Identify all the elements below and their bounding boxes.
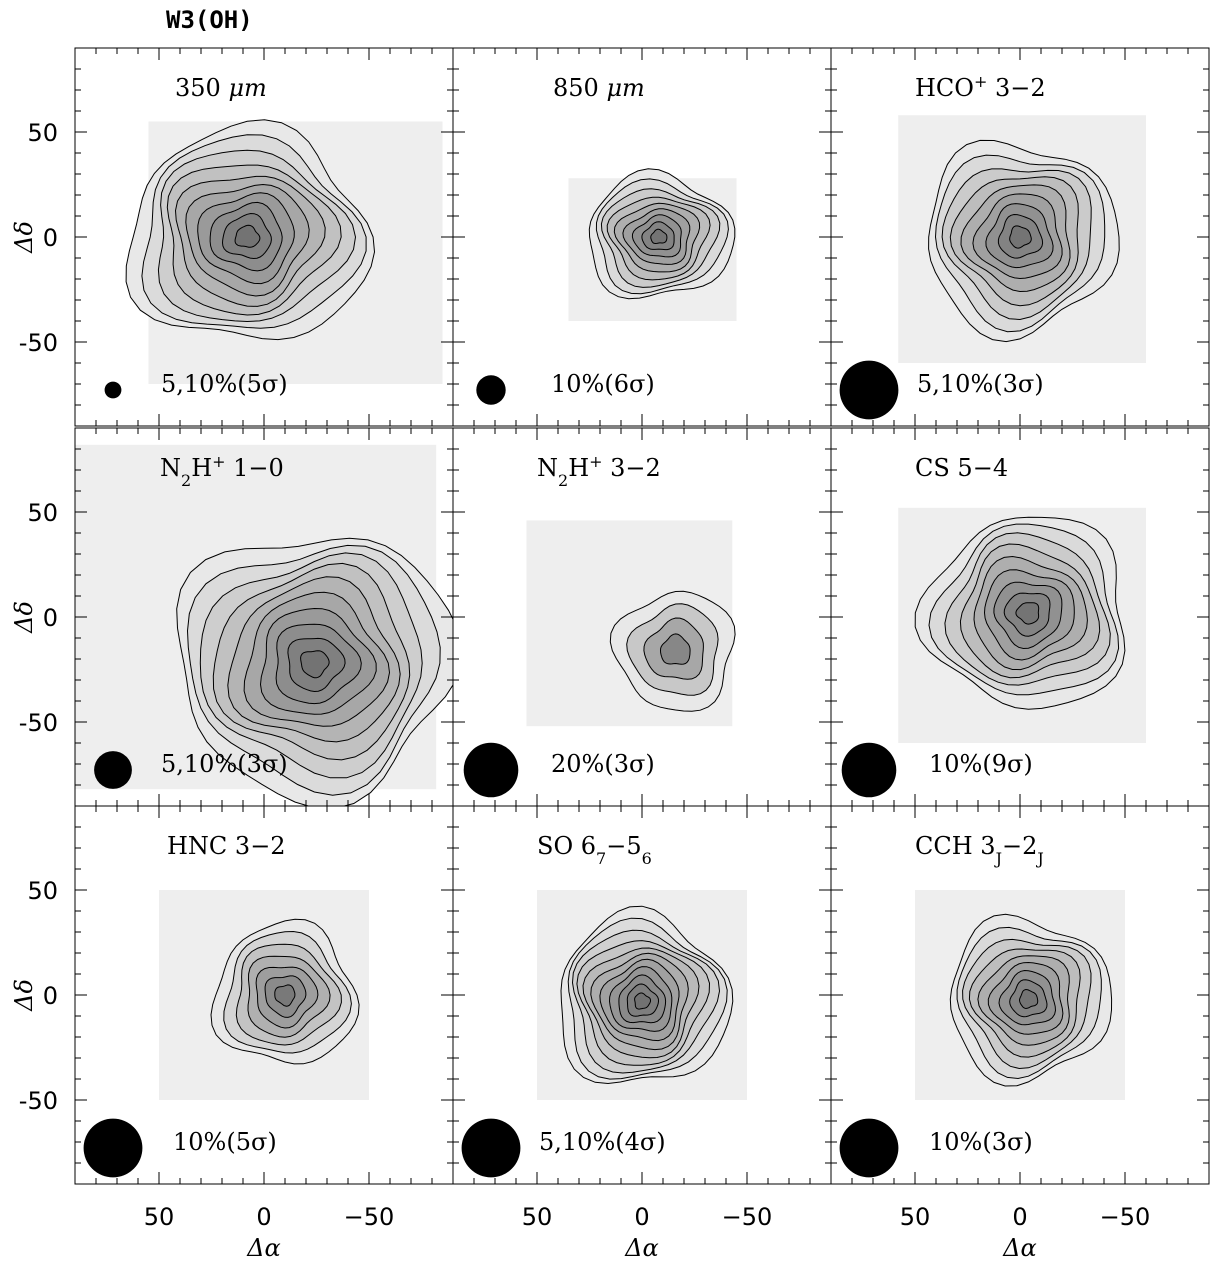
beam-size-marker xyxy=(841,742,897,798)
panels-layer: 350 μm 5,10%(5σ) 850 μm 10%(6σ) HCO+ 3−2 5,10… xyxy=(74,47,1210,1185)
x-tick-label: 50 xyxy=(144,1203,175,1231)
beam-size-marker xyxy=(463,742,519,798)
contour-level xyxy=(1018,988,1039,1010)
contour-map xyxy=(915,890,1125,1100)
panel-label: 850 μm xyxy=(553,74,645,102)
panel-label: N2H+ 1−0 xyxy=(160,452,284,490)
panel-label: CCH 3J−2J xyxy=(915,832,1044,868)
contour-levels-label: 5,10%(4σ) xyxy=(539,1128,666,1156)
panel-label: CS 5−4 xyxy=(915,454,1008,482)
x-tick-label: −50 xyxy=(344,1203,395,1231)
contour-levels-label: 20%(3σ) xyxy=(551,750,655,778)
panel-label: HNC 3−2 xyxy=(167,832,286,860)
y-axis-label: Δδ xyxy=(10,221,38,254)
x-tick-label: 50 xyxy=(522,1203,553,1231)
x-axis-label: Δα xyxy=(1002,1234,1037,1262)
x-tick-label: −50 xyxy=(722,1203,773,1231)
beam-size-marker xyxy=(104,381,122,399)
y-axis-label: Δδ xyxy=(10,979,38,1012)
y-tick-label: 0 xyxy=(43,982,58,1010)
contour-levels-label: 5,10%(5σ) xyxy=(161,370,288,398)
panel-cs54: CS 5−4 10%(9σ) xyxy=(830,427,1210,807)
figure-title: W3(OH) xyxy=(166,6,253,34)
contour-level xyxy=(234,224,261,248)
contour-level xyxy=(1015,602,1040,625)
y-tick-label: -50 xyxy=(19,329,58,357)
contour-levels-label: 10%(3σ) xyxy=(929,1128,1033,1156)
panel-label: HCO+ 3−2 xyxy=(915,72,1046,103)
contour-map xyxy=(159,890,369,1100)
y-tick-label: 50 xyxy=(27,119,58,147)
x-tick-label: −50 xyxy=(1100,1203,1151,1231)
panel-n2h32: N2H+ 3−2 20%(3σ) xyxy=(452,427,832,807)
contour-map xyxy=(75,444,453,806)
panel-cch: CCH 3J−2J 10%(3σ) xyxy=(830,805,1210,1185)
y-axis-label: Δδ xyxy=(10,601,38,634)
panel-850um: 850 μm 10%(6σ) xyxy=(452,47,832,427)
panel-label: SO 67−56 xyxy=(537,832,652,868)
panel-label: N2H+ 3−2 xyxy=(537,452,661,490)
x-tick-label: 50 xyxy=(900,1203,931,1231)
contour-map xyxy=(537,890,747,1100)
y-tick-label: 50 xyxy=(27,877,58,905)
contour-map xyxy=(898,115,1146,363)
contour-levels-label: 5,10%(3σ) xyxy=(917,370,1044,398)
contour-map xyxy=(125,119,443,384)
contour-level xyxy=(650,228,668,245)
beam-size-marker xyxy=(461,1118,521,1178)
y-tick-label: -50 xyxy=(19,709,58,737)
panel-label: 350 μm xyxy=(175,74,267,102)
x-axis-label: Δα xyxy=(624,1234,659,1262)
panel-so: SO 67−56 5,10%(4σ) xyxy=(452,805,832,1185)
y-tick-label: -50 xyxy=(19,1087,58,1115)
contour-level xyxy=(634,992,651,1010)
contour-map xyxy=(526,520,736,727)
contour-levels-label: 10%(5σ) xyxy=(173,1128,277,1156)
panel-n2h10: N2H+ 1−0 5,10%(3σ) xyxy=(74,427,454,807)
x-tick-label: 0 xyxy=(256,1203,271,1231)
y-tick-label: 0 xyxy=(43,224,58,252)
x-axis-label: Δα xyxy=(246,1234,281,1262)
beam-size-marker xyxy=(83,1118,143,1178)
panel-hnc32: HNC 3−2 10%(5σ) xyxy=(74,805,454,1185)
panel-hco32: HCO+ 3−2 5,10%(3σ) xyxy=(830,47,1210,427)
beam-size-marker xyxy=(839,1118,899,1178)
beam-size-marker xyxy=(94,751,132,789)
beam-size-marker xyxy=(839,360,899,420)
contour-level xyxy=(659,633,691,665)
x-tick-label: 0 xyxy=(634,1203,649,1231)
contour-levels-label: 10%(9σ) xyxy=(929,750,1033,778)
contour-levels-label: 5,10%(3σ) xyxy=(161,750,288,778)
beam-size-marker xyxy=(476,375,506,405)
contour-levels-label: 10%(6σ) xyxy=(551,370,655,398)
axis-text-layer: 50 0 -50 Δδ 50 0 -50 Δδ 50 0 -50 Δδ 50 0 −50 Δα 50 0 −50 Δα… xyxy=(10,119,1150,1262)
contour-level xyxy=(300,650,330,679)
contour-level xyxy=(1009,225,1032,249)
contour-level xyxy=(274,984,296,1007)
y-tick-label: 0 xyxy=(43,604,58,632)
y-tick-label: 50 xyxy=(27,499,58,527)
contour-map xyxy=(568,168,737,321)
panel-350um: 350 μm 5,10%(5σ) xyxy=(74,47,454,427)
contour-map xyxy=(898,507,1146,743)
x-tick-label: 0 xyxy=(1012,1203,1027,1231)
